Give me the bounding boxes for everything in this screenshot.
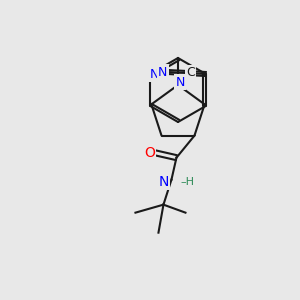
- Text: N: N: [158, 175, 169, 189]
- Text: N: N: [150, 68, 159, 80]
- Text: C: C: [186, 67, 195, 80]
- Text: N: N: [158, 65, 167, 79]
- Text: N: N: [175, 76, 185, 88]
- Text: O: O: [144, 146, 155, 160]
- Text: –H: –H: [181, 177, 194, 187]
